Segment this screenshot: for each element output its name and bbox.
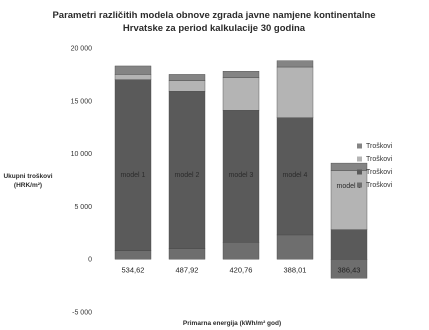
y-tick-label: 20 000 xyxy=(71,46,93,53)
bar-segment xyxy=(222,110,260,243)
y-tick-label: 5 000 xyxy=(74,204,92,211)
bar-segment xyxy=(114,79,152,251)
bar-segment xyxy=(276,66,314,118)
category-labels: 534,62 487,92 420,76 388,01 386,43 xyxy=(122,265,361,274)
bar-segment xyxy=(168,74,206,81)
bar-segment xyxy=(330,162,368,171)
bar-segment xyxy=(222,242,260,260)
bar-label: model 4 xyxy=(283,172,308,179)
bar-labels: model 1 model 2 model 3 model 4 model 5 xyxy=(121,172,362,190)
bar-segment xyxy=(114,74,152,80)
legend-label: Troškovi xyxy=(366,143,393,150)
bar-label: model 3 xyxy=(229,172,254,179)
bar-segment xyxy=(330,170,368,230)
bar-segment xyxy=(114,250,152,260)
bar-segment xyxy=(276,60,314,68)
y-tick-label: 15 000 xyxy=(71,98,93,105)
bar-segment xyxy=(168,248,206,260)
y-tick-label: 0 xyxy=(88,257,92,264)
bar-segment xyxy=(168,80,206,92)
legend: Troškovi Troškovi Troškovi Troškovi xyxy=(357,143,393,189)
legend-label: Troškovi xyxy=(366,156,393,163)
legend-label: Troškovi xyxy=(366,169,393,176)
bar-segment xyxy=(222,71,260,78)
category-label: 420,76 xyxy=(230,265,253,274)
bar-segment xyxy=(276,117,314,236)
category-label: 388,01 xyxy=(284,265,307,274)
y-axis-label-line-1: Ukupni troškovi xyxy=(3,173,52,180)
y-tick-label: -5 000 xyxy=(72,310,92,317)
category-label: 386,43 xyxy=(338,265,361,274)
legend-swatch xyxy=(357,143,362,149)
legend-label: Troškovi xyxy=(366,182,393,189)
bar-segment xyxy=(222,77,260,111)
bars xyxy=(114,60,368,279)
legend-swatch xyxy=(357,169,362,175)
chart-title-line-1: Parametri različitih modela obnove zgrad… xyxy=(52,10,375,21)
bar-segment xyxy=(168,91,206,249)
y-tick-label: 10 000 xyxy=(71,151,93,158)
y-axis-label-line-2: (HRK/m²) xyxy=(14,182,42,189)
bar-label: model 1 xyxy=(121,172,146,179)
bar-segment xyxy=(114,65,152,75)
chart-title-line-2: Hrvatske za period kalkulacije 30 godina xyxy=(123,23,306,34)
bar-label: model 5 xyxy=(337,183,362,190)
bar-segment xyxy=(330,229,368,260)
y-axis-ticks: -5 000 0 5 000 10 000 15 000 20 000 xyxy=(71,46,93,317)
legend-swatch xyxy=(357,156,362,162)
bar-label: model 2 xyxy=(175,172,200,179)
legend-swatch xyxy=(357,182,362,188)
bar-segment xyxy=(276,234,314,260)
x-axis-label: Primarna energija (kWh/m² god) xyxy=(183,320,281,327)
category-label: 534,62 xyxy=(122,265,145,274)
category-label: 487,92 xyxy=(176,265,199,274)
